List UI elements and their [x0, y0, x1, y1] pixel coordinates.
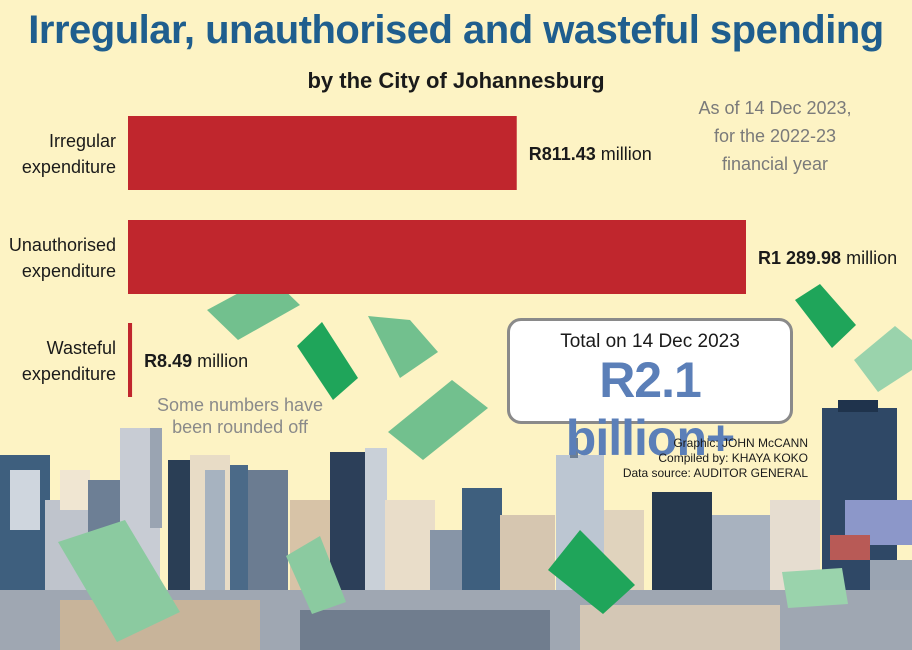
- total-box: Total on 14 Dec 2023 R2.1 billion+: [507, 318, 793, 466]
- credit-source: Data source: AUDITOR GENERAL: [622, 466, 808, 480]
- value-label-irregular-expenditure: R811.43 million: [529, 144, 652, 164]
- category-label-irregular-expenditure: Irregular expenditure: [22, 131, 116, 177]
- as-of-note: As of 14 Dec 2023, for the 2022-23 finan…: [698, 98, 852, 174]
- credits: Graphic: JOHN McCANN Compiled by: KHAYA …: [600, 436, 808, 481]
- value-label-unauthorised-expenditure: R1 289.98 million: [758, 248, 897, 268]
- rounding-note: Some numbers have been rounded off: [156, 395, 324, 437]
- category-label-wasteful-expenditure: Wasteful expenditure: [22, 338, 116, 384]
- credit-graphic: Graphic: JOHN McCANN: [673, 436, 808, 450]
- bar-wasteful-expenditure: [128, 323, 133, 397]
- value-label-wasteful-expenditure: R8.49 million: [144, 351, 248, 371]
- total-value: R2.1 billion+: [565, 352, 735, 466]
- category-label-unauthorised-expenditure: Unauthorised expenditure: [9, 235, 116, 281]
- bar-unauthorised-expenditure: [128, 220, 746, 294]
- credit-compiled: Compiled by: KHAYA KOKO: [658, 451, 808, 465]
- chart-subtitle: by the City of Johannesburg: [307, 68, 605, 93]
- bar-irregular-expenditure: [128, 116, 517, 190]
- chart-title: Irregular, unauthorised and wasteful spe…: [28, 8, 884, 52]
- total-label: Total on 14 Dec 2023: [560, 331, 740, 352]
